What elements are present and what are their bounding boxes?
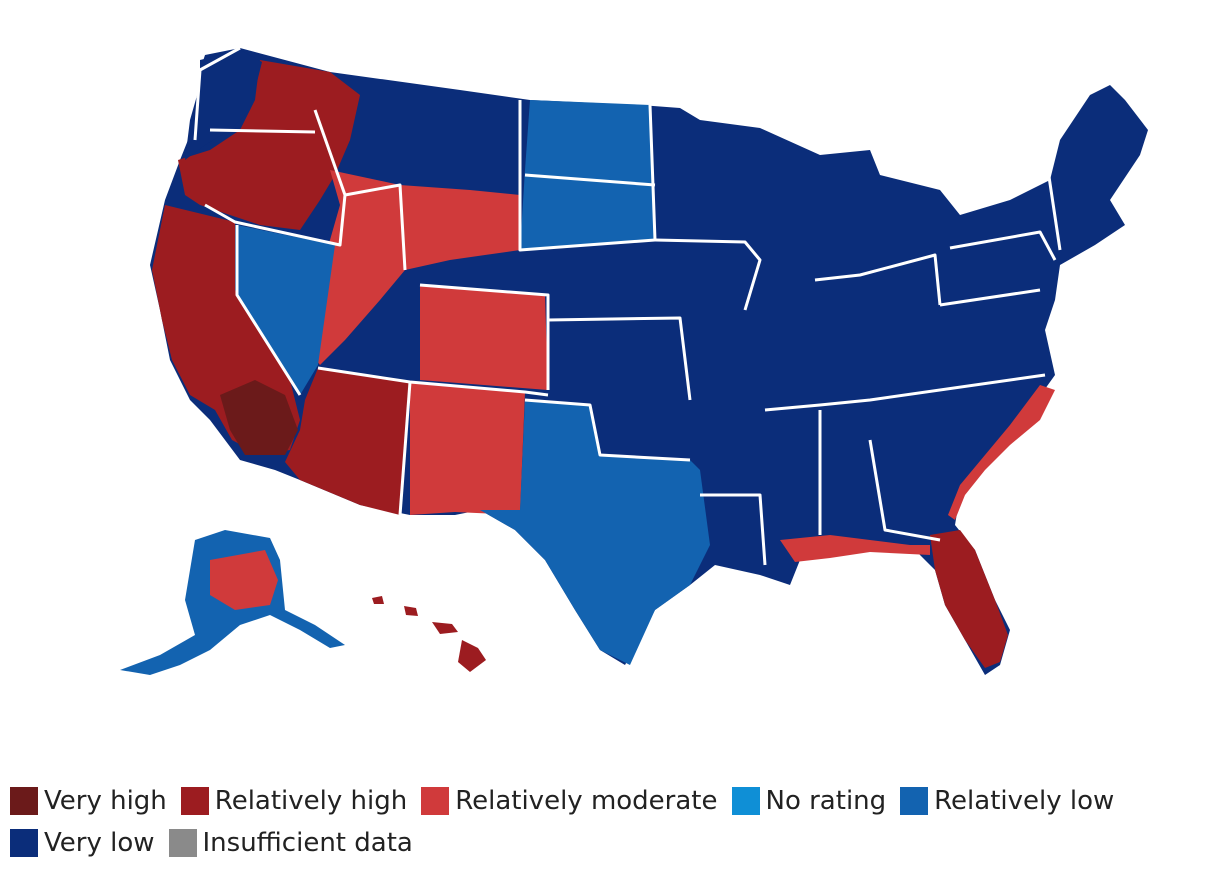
legend-swatch-very-high (10, 787, 38, 815)
legend-item-no-rating: No rating (731, 786, 887, 816)
region-arizona (285, 368, 410, 515)
legend-label-no-rating: No rating (765, 786, 887, 816)
legend-label-relatively-moderate: Relatively moderate (455, 786, 718, 816)
region-hawaii-oahu (404, 606, 418, 616)
region-carolina-coast (948, 385, 1055, 520)
legend-swatch-relatively-low (900, 787, 929, 815)
region-hawaii-big-island (458, 640, 486, 672)
region-nevada (237, 225, 335, 395)
region-southern-california (220, 380, 298, 455)
state-borders (193, 46, 1062, 566)
legend-item-very-low: Very low (10, 828, 155, 858)
legend-swatch-insufficient-data (168, 829, 197, 857)
region-colorado (420, 285, 548, 390)
region-texas (480, 400, 710, 665)
map-legend: Very high Relatively high Relatively mod… (10, 780, 1190, 864)
region-wa-coast (185, 50, 262, 160)
legend-label-very-low: Very low (44, 828, 155, 858)
legend-swatch-relatively-high (180, 787, 209, 815)
legend-swatch-very-low (10, 829, 38, 857)
region-northern-plains (520, 100, 655, 250)
legend-row-2: Very low Insufficient data (10, 822, 1190, 864)
legend-swatch-no-rating (731, 787, 760, 815)
region-florida (930, 530, 1008, 668)
region-new-mexico (410, 382, 525, 515)
region-pacific-northwest (178, 60, 360, 230)
region-intermountain-west (300, 170, 520, 365)
risk-map (120, 46, 1148, 675)
region-hawaii-kauai (372, 596, 384, 604)
legend-item-relatively-moderate: Relatively moderate (421, 786, 718, 816)
legend-item-insufficient-data: Insufficient data (168, 828, 413, 858)
legend-row-1: Very high Relatively high Relatively mod… (10, 780, 1190, 822)
us-map-svg (120, 46, 1148, 675)
region-gulf-coast (780, 535, 930, 562)
legend-label-relatively-high: Relatively high (214, 786, 408, 816)
legend-label-insufficient-data: Insufficient data (202, 828, 413, 858)
region-hawaii-maui (432, 622, 458, 634)
region-alaska-interior (210, 550, 278, 610)
legend-item-relatively-low: Relatively low (900, 786, 1114, 816)
legend-item-relatively-high: Relatively high (180, 786, 408, 816)
legend-item-very-high: Very high (10, 786, 167, 816)
legend-swatch-relatively-moderate (421, 787, 450, 815)
legend-label-very-high: Very high (44, 786, 167, 816)
legend-label-relatively-low: Relatively low (934, 786, 1115, 816)
